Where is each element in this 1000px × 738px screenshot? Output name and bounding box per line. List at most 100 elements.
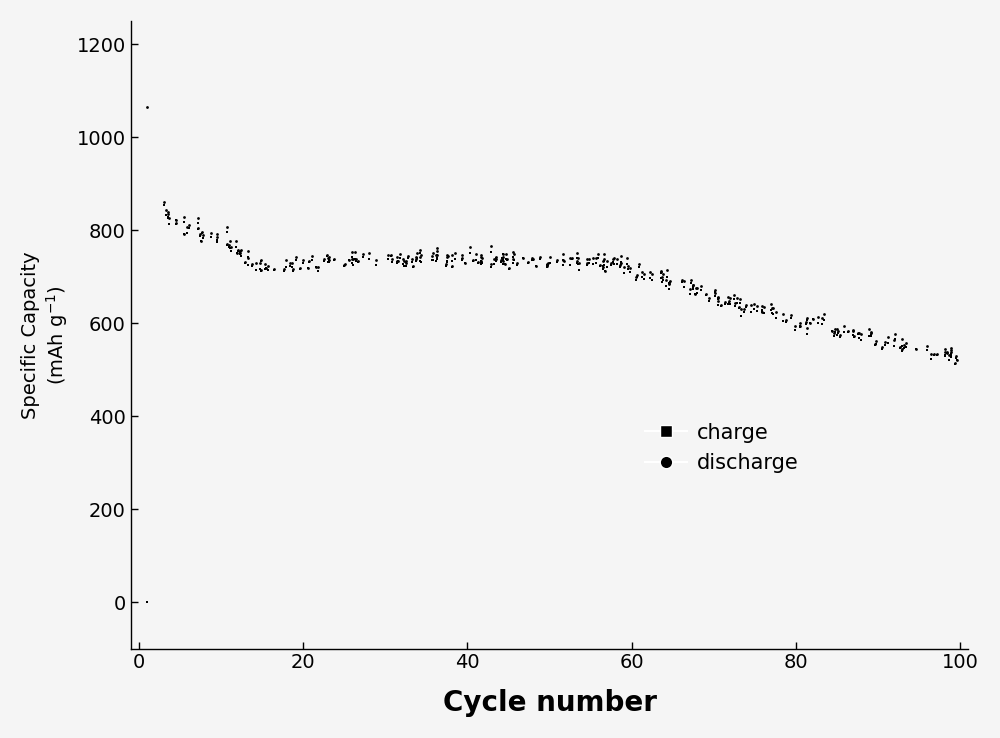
discharge: [732, 294, 748, 306]
discharge: [278, 255, 294, 266]
charge: [628, 274, 644, 286]
discharge: [595, 255, 611, 267]
charge: [253, 266, 269, 277]
discharge: [252, 257, 268, 269]
discharge: [222, 235, 238, 247]
charge: [590, 252, 606, 264]
charge: [634, 271, 650, 283]
charge: [344, 257, 360, 269]
charge: [892, 342, 908, 354]
charge: [473, 258, 489, 270]
charge: [941, 354, 957, 366]
discharge: [176, 228, 192, 240]
discharge: [319, 249, 335, 261]
discharge: [877, 337, 893, 348]
discharge: [827, 323, 843, 334]
charge: [805, 313, 821, 325]
discharge: [408, 253, 424, 265]
charge: [851, 332, 867, 344]
charge: [661, 277, 677, 289]
charge: [880, 337, 896, 349]
charge: [540, 259, 556, 271]
charge: [389, 256, 405, 268]
discharge: [209, 232, 225, 244]
discharge: [685, 280, 701, 292]
charge: [622, 266, 638, 277]
charge: [738, 301, 754, 313]
discharge: [729, 292, 745, 304]
charge: [495, 254, 511, 266]
discharge: [176, 212, 192, 224]
charge: [276, 265, 292, 277]
discharge: [816, 308, 832, 320]
discharge: [457, 258, 473, 269]
discharge: [193, 235, 209, 246]
discharge: [845, 325, 861, 337]
charge: [687, 288, 703, 300]
discharge: [792, 320, 808, 331]
discharge: [539, 261, 555, 272]
charge: [599, 261, 615, 273]
discharge: [749, 300, 765, 312]
charge: [581, 257, 597, 269]
charge: [616, 266, 632, 278]
charge: [562, 259, 578, 271]
discharge: [588, 252, 604, 264]
charge: [425, 255, 441, 266]
discharge: [830, 325, 846, 337]
discharge: [194, 227, 210, 238]
discharge: [693, 280, 709, 292]
discharge: [350, 255, 366, 267]
charge: [555, 254, 571, 266]
charge: [282, 261, 298, 272]
discharge: [483, 241, 499, 252]
charge: [787, 324, 803, 336]
charge: [588, 257, 604, 269]
discharge: [389, 255, 405, 266]
discharge: [867, 338, 883, 350]
discharge: [347, 246, 363, 258]
discharge: [628, 271, 644, 283]
discharge: [240, 252, 256, 264]
discharge: [726, 289, 742, 301]
charge: [253, 255, 269, 267]
discharge: [799, 323, 815, 334]
discharge: [605, 253, 621, 265]
discharge: [336, 259, 352, 271]
discharge: [682, 283, 698, 295]
discharge: [689, 282, 705, 294]
charge: [219, 239, 235, 251]
charge: [483, 246, 499, 258]
charge: [863, 330, 879, 342]
discharge: [345, 253, 361, 265]
charge: [404, 256, 420, 268]
discharge: [894, 343, 910, 355]
charge: [409, 252, 425, 264]
discharge: [160, 206, 176, 218]
charge: [707, 290, 723, 302]
discharge: [642, 266, 658, 277]
charge: [499, 254, 515, 266]
charge: [943, 351, 959, 362]
discharge: [937, 343, 953, 355]
discharge: [341, 254, 357, 266]
discharge: [731, 300, 747, 312]
charge: [495, 248, 511, 260]
charge: [846, 331, 862, 343]
discharge: [783, 308, 799, 320]
discharge: [368, 254, 384, 266]
X-axis label: Cycle number: Cycle number: [443, 689, 657, 717]
charge: [266, 264, 282, 276]
discharge: [219, 238, 235, 250]
charge: [655, 275, 671, 286]
charge: [439, 255, 455, 267]
discharge: [743, 300, 759, 311]
charge: [682, 289, 698, 300]
discharge: [494, 252, 510, 263]
charge: [756, 307, 772, 319]
discharge: [585, 252, 601, 263]
charge: [569, 252, 585, 264]
discharge: [233, 244, 249, 255]
discharge: [851, 327, 867, 339]
charge: [509, 260, 525, 272]
